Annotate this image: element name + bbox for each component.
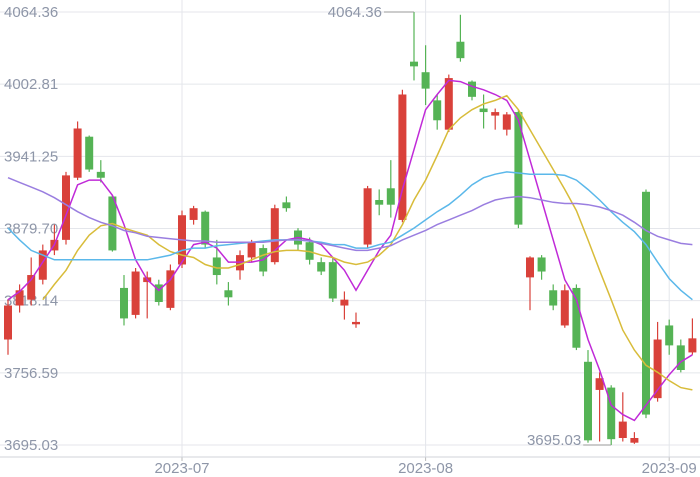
candle-body <box>398 94 407 220</box>
candle-body <box>131 271 140 315</box>
candle-body <box>514 112 523 225</box>
candle-body <box>502 114 511 130</box>
candle-body <box>433 100 442 121</box>
candle-body <box>120 287 128 319</box>
x-tick-label: 2023-07 <box>154 460 209 477</box>
candle-body <box>653 339 662 399</box>
candle-body <box>166 270 175 308</box>
x-tick-label: 2023-08 <box>398 460 453 477</box>
candle-body <box>375 200 384 205</box>
y-tick-label: 3941.25 <box>4 148 58 165</box>
moving-average-line <box>7 177 693 252</box>
candle-body <box>224 290 233 298</box>
candle-body <box>479 108 488 113</box>
moving-average-line <box>7 79 693 422</box>
candle-body <box>270 208 279 263</box>
y-tick-label: 3695.03 <box>4 437 58 454</box>
candle-body <box>676 345 685 371</box>
moving-average-line <box>7 171 693 301</box>
candle-body <box>444 78 453 130</box>
candle-body <box>665 325 674 346</box>
candle-body <box>154 284 163 303</box>
candle-body <box>352 321 360 325</box>
candle-body <box>15 290 24 306</box>
x-tick-label: 2023-09 <box>642 460 697 477</box>
candle-body <box>410 61 418 67</box>
candle-body <box>328 262 337 299</box>
candle-body <box>282 202 291 209</box>
candle-body <box>201 211 210 245</box>
candle-body <box>212 257 221 276</box>
candle-body <box>560 290 569 326</box>
candle-body <box>607 387 616 440</box>
candle-body <box>189 208 198 220</box>
min-label: 3695.03 <box>527 432 581 449</box>
candle-body <box>340 299 349 306</box>
candle-body <box>688 338 697 353</box>
candle-body <box>96 171 105 178</box>
max-label: 4064.36 <box>328 4 382 21</box>
candle-body <box>363 188 372 245</box>
candle-body <box>456 41 465 59</box>
candle-body <box>62 175 70 240</box>
candle-body <box>4 305 12 340</box>
candle-body <box>549 290 558 306</box>
moving-average-line <box>42 94 693 391</box>
candle-body <box>38 250 47 280</box>
candle-body <box>630 438 639 443</box>
candle-body <box>537 257 546 272</box>
candle-body <box>491 112 500 116</box>
candle-body <box>468 81 476 97</box>
y-tick-label: 4002.81 <box>4 76 58 93</box>
y-tick-label: 3879.70 <box>4 220 58 237</box>
candle-body <box>618 421 627 439</box>
candle-body <box>584 361 592 441</box>
y-tick-label: 3756.59 <box>4 365 58 382</box>
candle-body <box>642 191 650 415</box>
candle-body <box>526 257 534 278</box>
candle-body <box>386 188 395 205</box>
candle-body <box>85 136 94 170</box>
candle-body <box>595 378 604 390</box>
candle-body <box>421 72 430 89</box>
y-tick-label: 4064.36 <box>4 4 58 21</box>
candle-body <box>317 262 326 272</box>
candle-body <box>73 128 82 178</box>
candle-body <box>572 287 581 348</box>
candle-body <box>247 242 256 258</box>
candle-body <box>27 275 36 300</box>
